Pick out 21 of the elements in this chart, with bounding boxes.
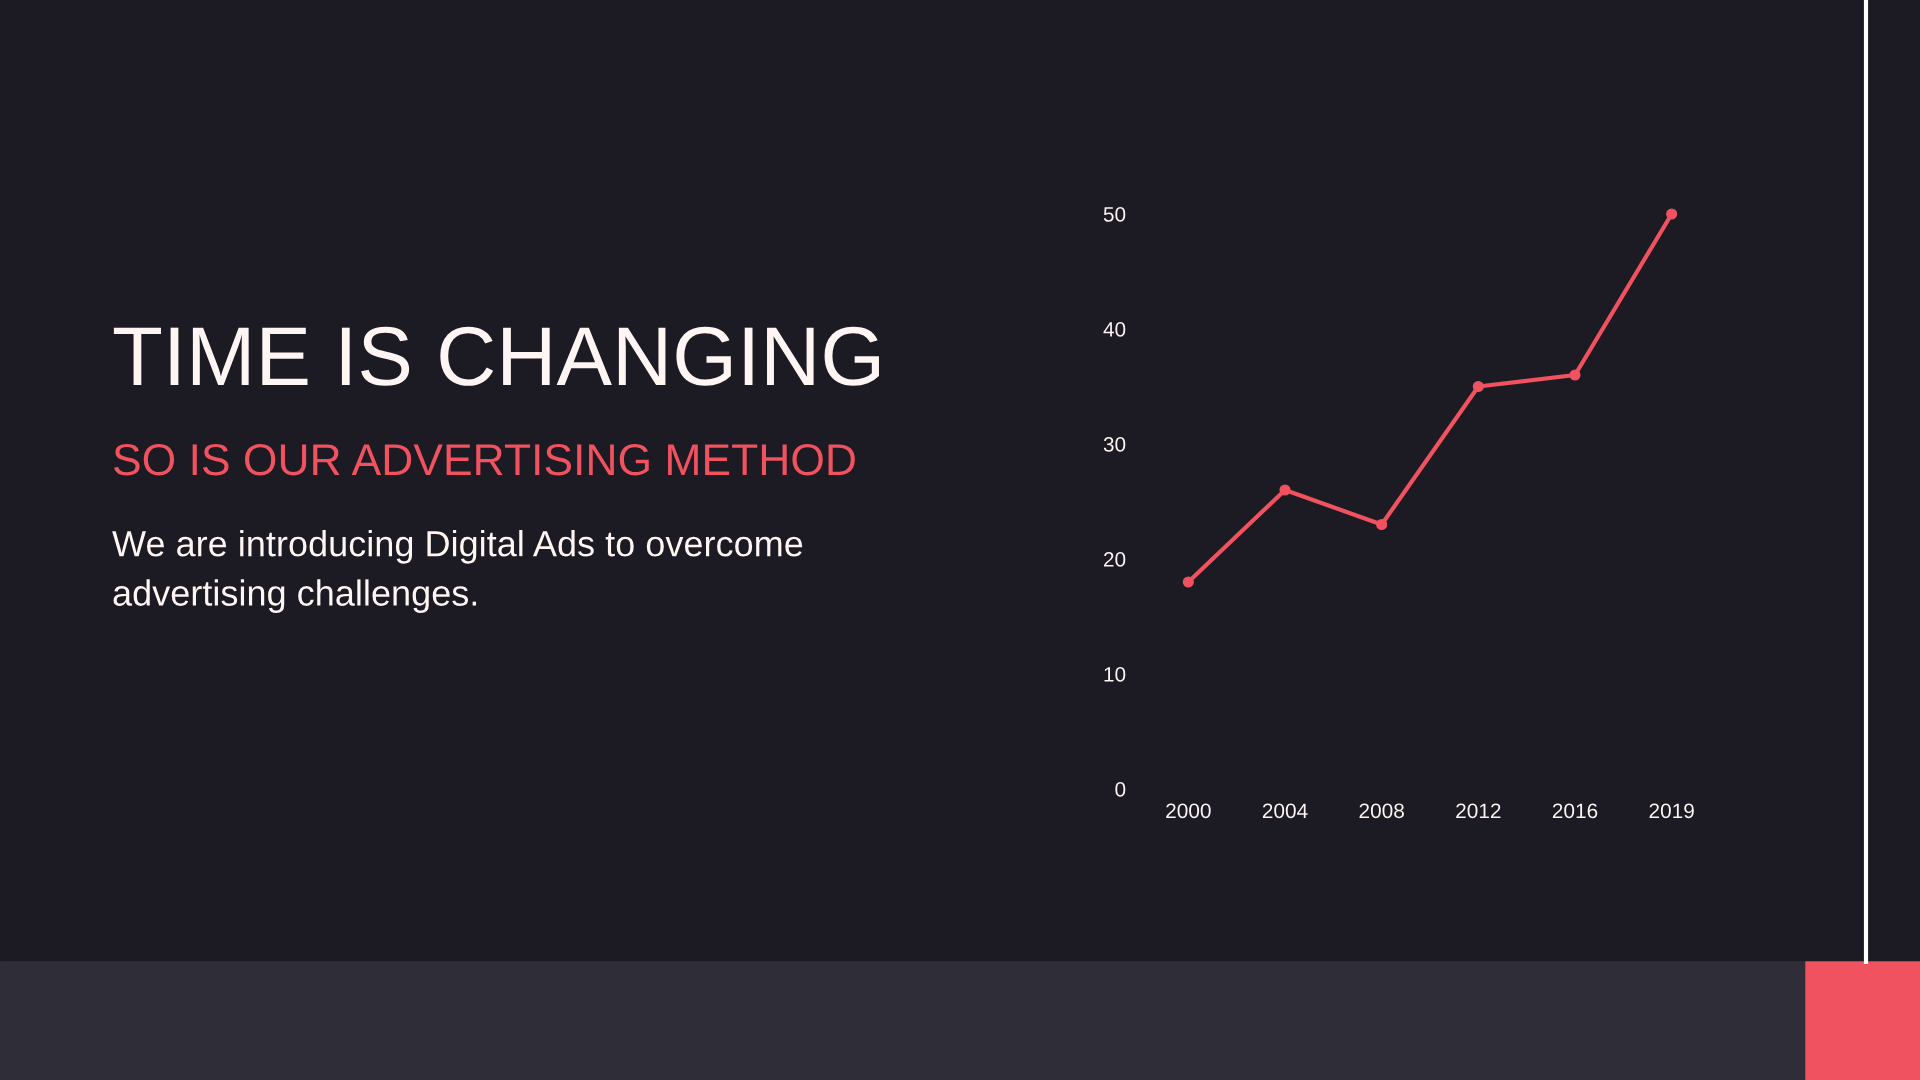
x-tick-label: 2016: [1552, 803, 1598, 819]
y-tick-label: 50: [1103, 207, 1126, 222]
y-tick-label: 40: [1103, 322, 1126, 337]
text: TIME IS CHANGING: [113, 326, 879, 386]
point: [1279, 484, 1291, 496]
point: [1376, 518, 1388, 531]
x-tick-label: 2000: [1166, 803, 1211, 819]
y-tick-label: 20: [1103, 552, 1126, 567]
y-tick-label: 30: [1103, 437, 1126, 452]
text: SO IS OUR ADVERTISING METHOD: [114, 443, 855, 476]
x-tick-label: 2004: [1262, 803, 1308, 819]
point: [1182, 576, 1194, 588]
point: [1666, 208, 1678, 220]
x-tick-label: 2012: [1456, 803, 1501, 819]
point: [1472, 380, 1484, 393]
point: [1569, 369, 1581, 381]
x-tick-label: 2019: [1649, 803, 1694, 819]
text: We are introducing Digital Ads to overcome advertising challenges.: [112, 530, 803, 614]
y-tick-label: 10: [1104, 667, 1126, 682]
x-tick-label: 2008: [1359, 803, 1404, 819]
y-tick-label: 0: [1115, 782, 1126, 797]
